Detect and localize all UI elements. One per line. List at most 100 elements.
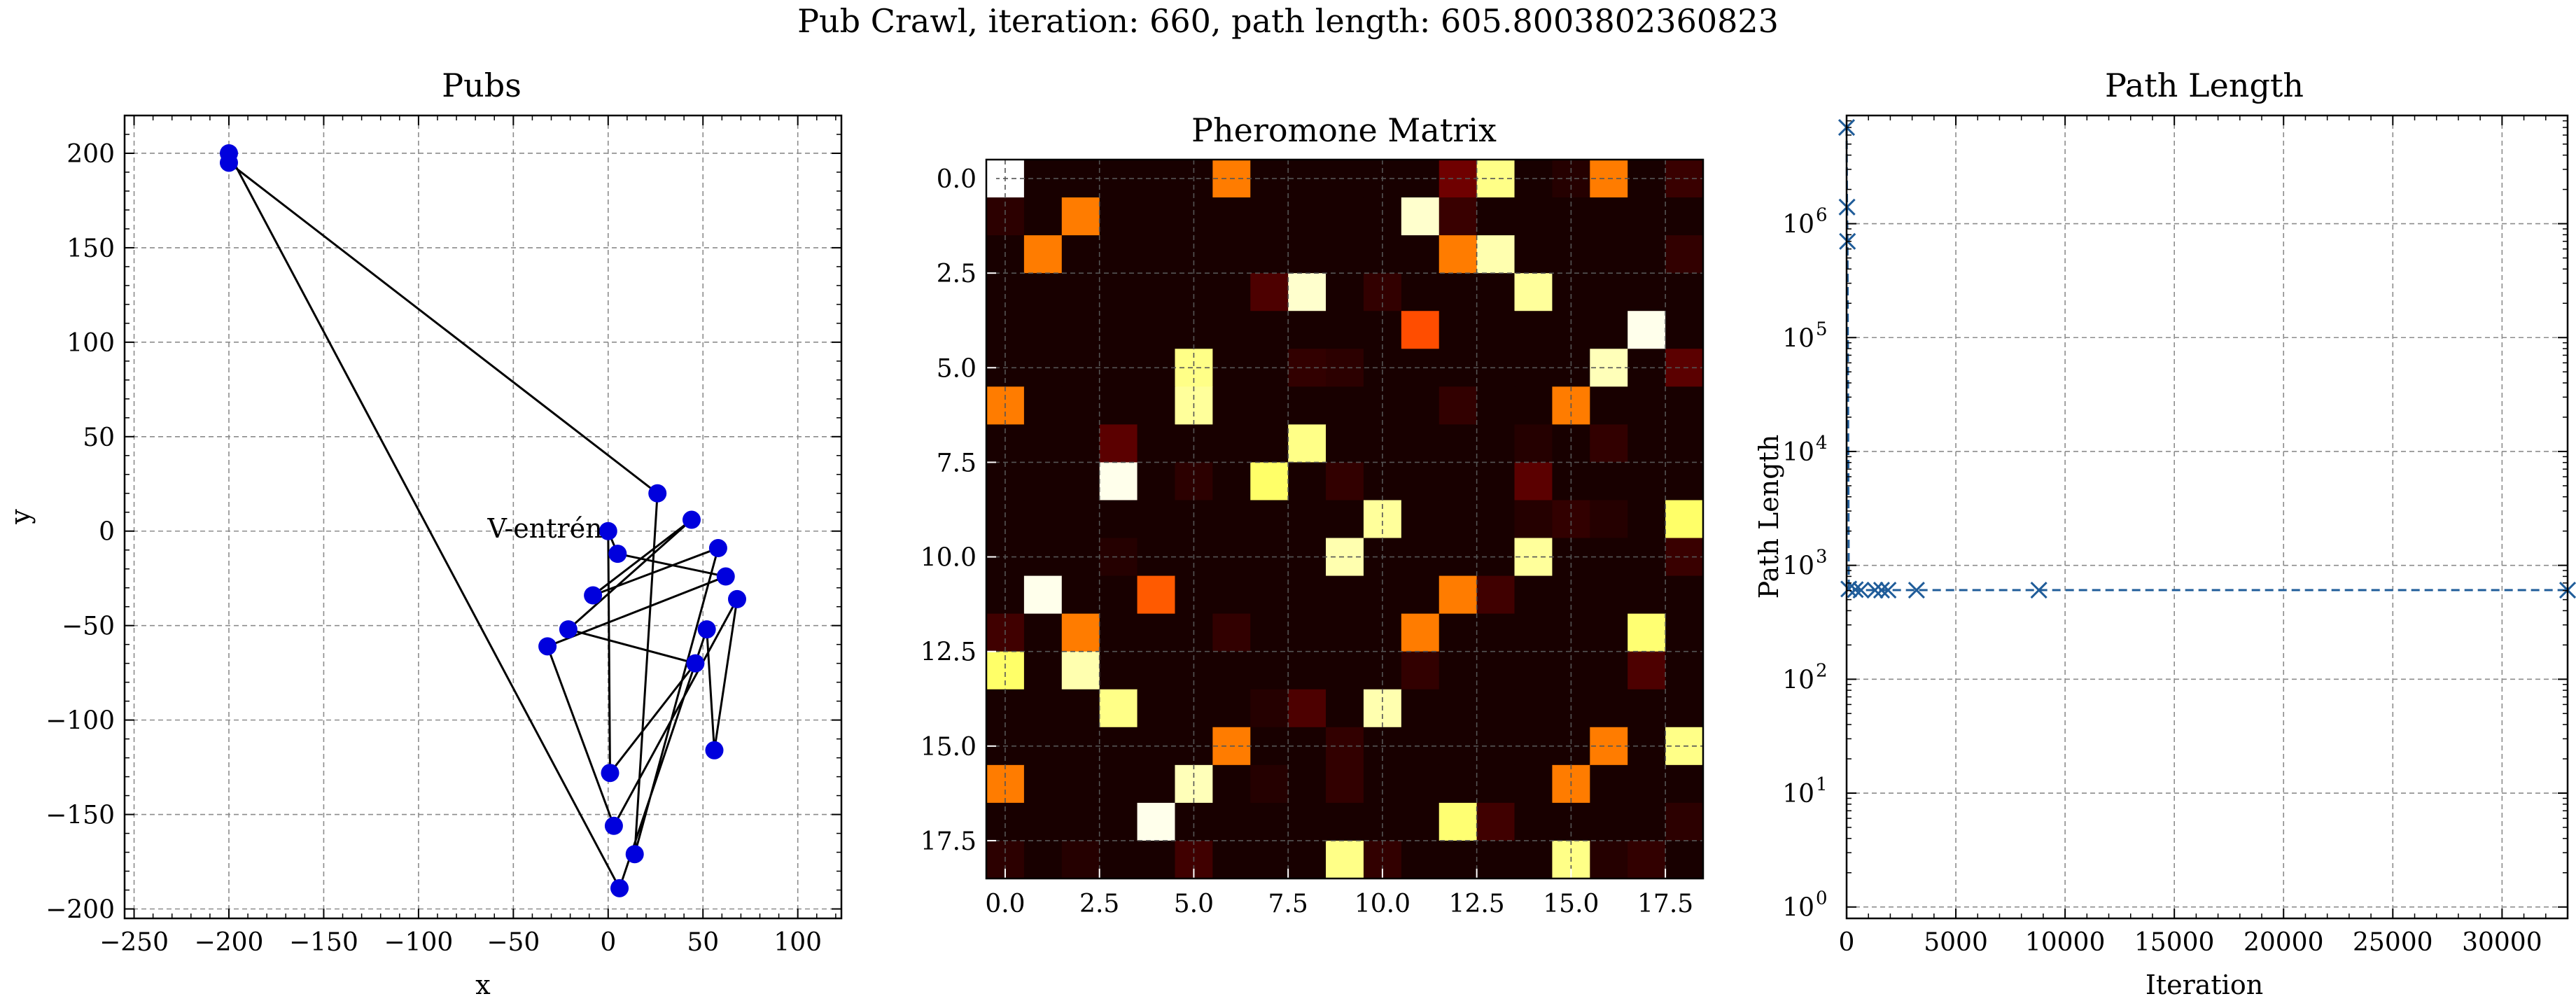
pheromone-cell <box>1401 613 1440 652</box>
pub-point <box>728 589 747 608</box>
pubs-ytick-label: 0 <box>99 518 115 547</box>
pheromone-cell <box>1023 689 1063 728</box>
pubs-ytick-label: −100 <box>46 707 115 736</box>
path-length-marker-stroke <box>1847 581 1864 598</box>
pheromone-cell <box>1514 840 1553 879</box>
pheromone-cell <box>1099 575 1138 615</box>
path-length-xtick-label: 5000 <box>1924 928 1988 957</box>
pheromone-cell <box>1326 575 1364 615</box>
pheromone-cell <box>1476 311 1516 349</box>
path-length-ytick-label: 10 <box>1782 438 1814 467</box>
pheromone-cell <box>1401 840 1440 879</box>
pub-point <box>697 620 716 639</box>
pheromone-cell <box>1212 386 1251 425</box>
pheromone-cell <box>1628 613 1666 652</box>
pheromone-xtick-label: 7.5 <box>1268 890 1308 918</box>
pheromone-cell <box>1023 500 1063 539</box>
pheromone-cell <box>1438 500 1478 539</box>
path-length-ytick-exponent: 1 <box>1816 774 1828 795</box>
pheromone-cell <box>1212 462 1251 501</box>
pheromone-cell <box>1061 500 1100 539</box>
pheromone-ytick-label: 2.5 <box>937 260 976 288</box>
path-length-series <box>1837 119 2576 599</box>
pheromone-cell <box>1514 197 1553 236</box>
pheromone-cell <box>1476 500 1516 539</box>
pheromone-cell <box>1288 575 1326 615</box>
pheromone-cell <box>1628 500 1666 539</box>
pheromone-cell <box>1023 575 1063 615</box>
pub-point <box>708 539 727 558</box>
pheromone-cell <box>1590 235 1628 274</box>
pheromone-ytick-label: 10.0 <box>920 544 976 573</box>
pheromone-cell <box>1212 651 1251 690</box>
path-length-xlabel: Iteration <box>2146 969 2263 1000</box>
pheromone-cell <box>1401 575 1440 615</box>
pheromone-cell <box>1590 613 1628 652</box>
pheromone-cell <box>1326 197 1364 236</box>
pheromone-cell <box>1250 273 1289 312</box>
pheromone-cell <box>1250 197 1289 236</box>
pheromone-cell <box>1250 689 1289 728</box>
pubs-axes-frame <box>123 114 843 920</box>
pheromone-cell <box>1288 235 1326 274</box>
pheromone-cell <box>1438 840 1478 879</box>
path-length-xtick-label: 0 <box>1839 928 1855 957</box>
pheromone-cell <box>1099 235 1138 274</box>
path-length-marker-stroke <box>1866 581 1884 599</box>
pheromone-cell <box>1288 764 1326 804</box>
pheromone-xtick-label: 12.5 <box>1449 890 1505 918</box>
pheromone-cell <box>1137 235 1176 274</box>
pheromone-cell <box>1099 802 1138 841</box>
pheromone-cell <box>1212 613 1251 652</box>
pheromone-cell <box>1514 500 1553 539</box>
pubs-annotation: V-entrén <box>487 513 603 544</box>
pheromone-cell <box>1326 386 1364 425</box>
pheromone-cell <box>1326 462 1364 501</box>
pheromone-cell <box>1137 500 1176 539</box>
pub-point <box>705 741 724 760</box>
pheromone-cell <box>1326 651 1364 690</box>
pheromone-cell <box>1665 575 1704 615</box>
pheromone-cell <box>1137 386 1176 425</box>
pheromone-cell <box>1061 802 1100 841</box>
pheromone-cell <box>1590 500 1628 539</box>
pub-point <box>716 567 735 586</box>
pubs-ytick-label: 50 <box>83 424 115 452</box>
pheromone-cell <box>1665 651 1704 690</box>
pheromone-cell <box>1099 197 1138 236</box>
pubs-xtick-label: −100 <box>384 928 453 957</box>
pheromone-cell <box>1438 462 1478 501</box>
pubs-grid <box>125 115 841 918</box>
pheromone-cell <box>1061 273 1100 312</box>
path-length-xtick-label: 15000 <box>2134 928 2215 957</box>
pheromone-cell <box>1628 424 1666 463</box>
pheromone-cell <box>1401 424 1440 463</box>
pheromone-cell <box>1250 386 1289 425</box>
pub-point <box>682 510 701 529</box>
pheromone-cell <box>1099 386 1138 425</box>
pheromone-ytick-label: 15.0 <box>920 733 976 762</box>
pheromone-cell <box>1476 424 1516 463</box>
path-length-axes-frame <box>1845 114 2569 920</box>
pheromone-cell <box>1023 273 1063 312</box>
pheromone-cell <box>1326 764 1364 804</box>
pheromone-cell <box>1665 273 1704 312</box>
figure-suptitle: Pub Crawl, iteration: 660, path length: … <box>797 2 1779 40</box>
pheromone-cell <box>1250 311 1289 349</box>
pheromone-cell <box>1401 235 1440 274</box>
pheromone-cell <box>1438 689 1478 728</box>
pheromone-cell <box>1476 689 1516 728</box>
pheromone-cell <box>1665 802 1704 841</box>
pheromone-xtick-label: 10.0 <box>1354 890 1410 918</box>
pheromone-cell <box>1288 386 1326 425</box>
pheromone-cell <box>1023 613 1063 652</box>
pheromone-cell <box>1401 462 1440 501</box>
pheromone-cell <box>1099 500 1138 539</box>
pheromone-cell <box>1514 764 1553 804</box>
pheromone-cell <box>1212 802 1251 841</box>
pubs-ytick-label: −50 <box>62 612 115 641</box>
pheromone-cell <box>1628 386 1666 425</box>
path-length-ytick-label: 10 <box>1782 211 1814 239</box>
